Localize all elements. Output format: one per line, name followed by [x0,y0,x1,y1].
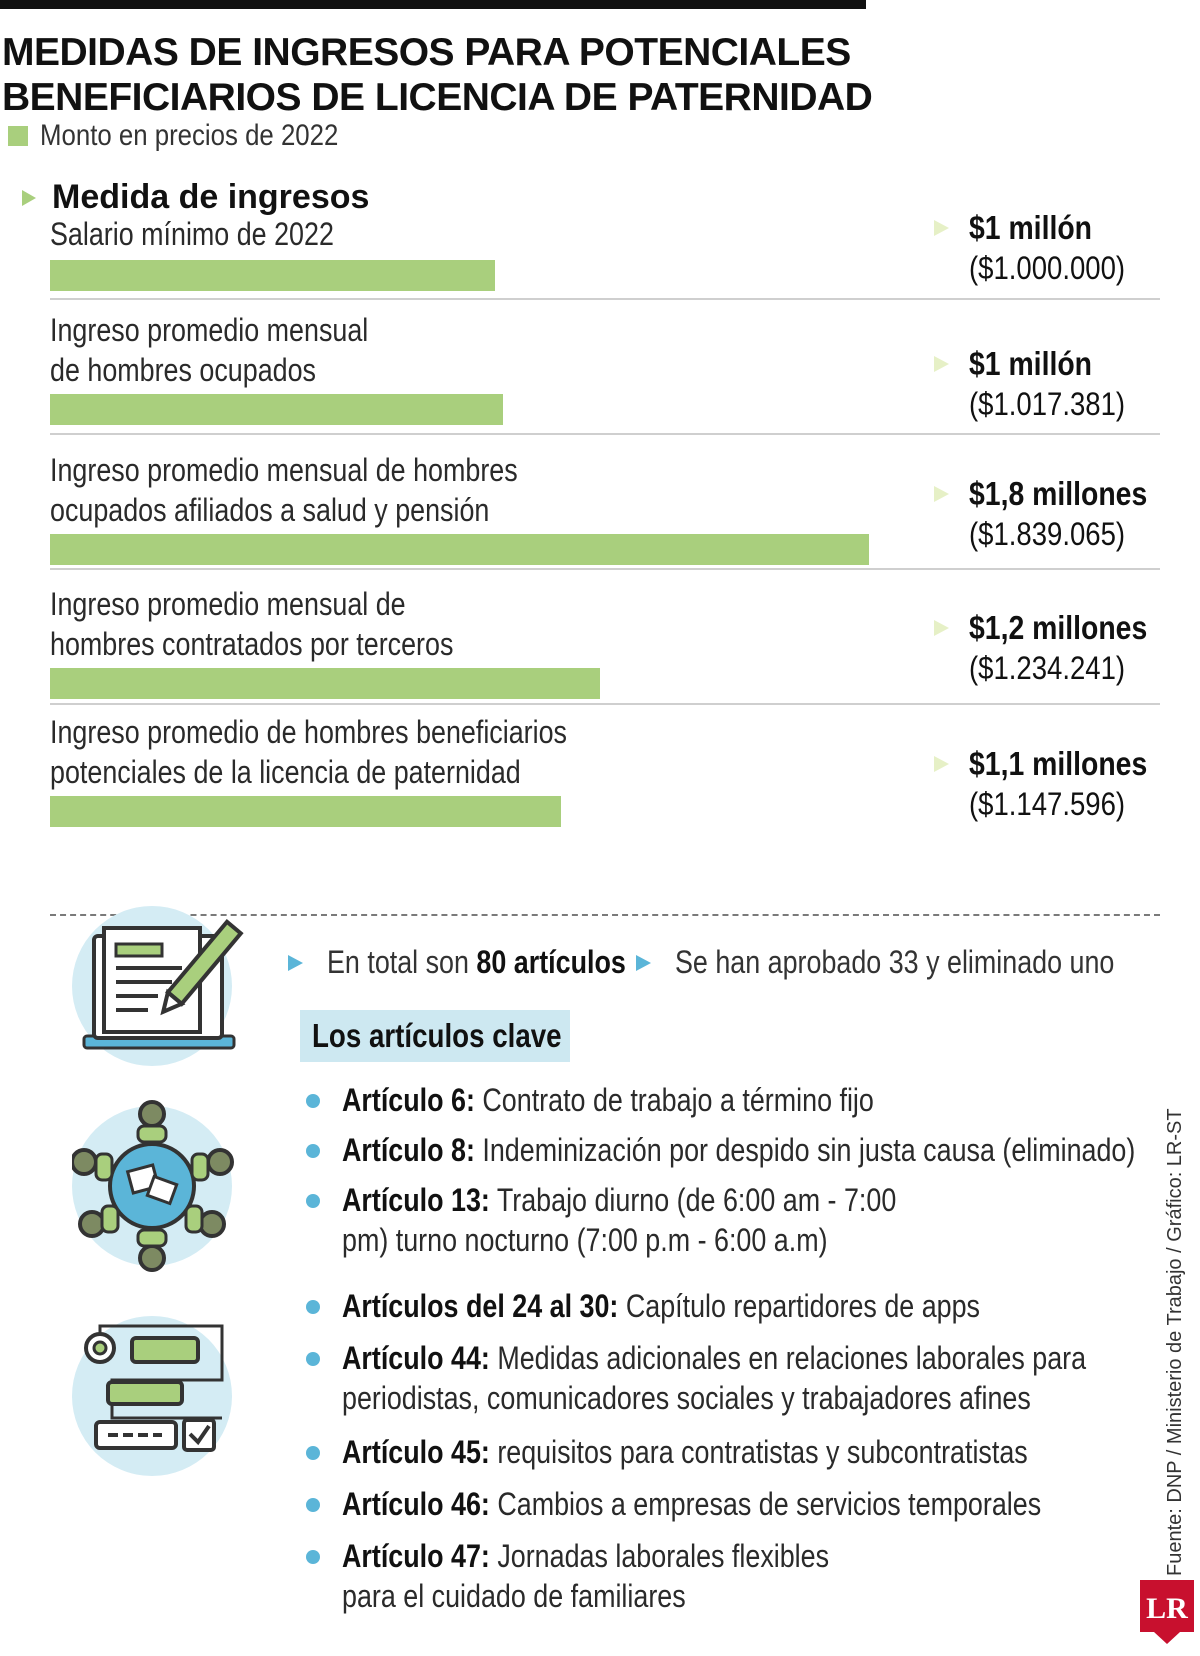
bullet-dot-icon [306,1194,320,1208]
bar-category-label: Ingreso promedio mensual de hombres contr… [50,584,672,664]
key-articles-heading: Los artículos clave [300,1010,570,1062]
bullet-dot-icon [306,1094,320,1108]
article-description: Indeminización por despido sin justa cau… [482,1132,1136,1168]
fact-total-articles: En total son 80 artículos [288,944,683,981]
triangle-bullet-icon [288,954,303,971]
article-description: Capítulo repartidores de apps [625,1288,980,1324]
article-number: Artículos del 24 al 30: [342,1288,619,1324]
legend: Monto en precios de 2022 [8,118,387,154]
triangle-bullet-icon [934,620,949,636]
page-title: MEDIDAS DE INGRESOS PARA POTENCIALES BEN… [2,30,882,120]
row-separator [50,568,1160,570]
source-credit: Fuente: DNP / Ministerio de Trabajo / Gr… [1164,1108,1186,1576]
contract-document-icon [72,906,244,1078]
bar-category-label-line: Ingreso promedio mensual [50,312,369,348]
article-number: Artículo 47: [342,1538,490,1574]
bar-category-label-line: Salario mínimo de 2022 [50,216,334,252]
bar-category-label: Ingreso promedio mensual de hombres ocupa… [50,450,672,530]
bar-category-label-line: potenciales de la licencia de paternidad [50,754,521,790]
bar [50,394,503,425]
title-line-1: MEDIDAS DE INGRESOS PARA POTENCIALES [2,31,851,74]
bar [50,534,869,565]
legend-label: Monto en precios de 2022 [40,119,339,152]
triangle-bullet-icon [934,486,949,502]
article-number: Artículo 13: [342,1182,490,1218]
article-number: Artículo 6: [342,1082,475,1118]
bar-category-label: Ingreso promedio mensual de hombres ocupa… [50,310,672,390]
bar [50,260,495,291]
article-number: Artículo 8: [342,1132,475,1168]
bar [50,668,600,699]
article-description: Contrato de trabajo a término fijo [482,1082,874,1118]
bullet-dot-icon [306,1498,320,1512]
article-description: Medidas adicionales en relaciones labora… [497,1340,1087,1376]
bar-value-rounded: $1 millón [969,209,1093,246]
fact-text: En total son [327,944,477,980]
article-description: pm) turno nocturno (7:00 p.m - 6:00 a.m) [342,1222,828,1258]
fact-approved-articles: Se han aprobado 33 y eliminado uno [636,944,1198,981]
section-heading-label: Medida de ingresos [52,178,370,216]
article-description: Trabajo diurno (de 6:00 am - 7:00 [496,1182,897,1218]
bar-value-exact: ($1.017.381) [969,386,1126,422]
article-description: para el cuidado de familiares [342,1578,686,1614]
bar-category-label-line: Ingreso promedio mensual de [50,586,406,622]
section-heading: Medida de ingresos [22,178,369,217]
article-number: Artículo 46: [342,1486,490,1522]
income-bar-chart: Salario mínimo de 2022 $1 millón ($1.000.0… [50,209,1160,827]
bullet-dot-icon [306,1550,320,1564]
row-separator [50,298,1160,300]
bar-value-rounded: $1 millón [969,345,1093,382]
key-articles-label: Los artículos clave [312,1017,562,1054]
triangle-bullet-icon [934,220,949,236]
bar-value-exact: ($1.000.000) [969,250,1126,286]
fact-text: Se han aprobado 33 y eliminado uno [675,944,1115,980]
bar-category-label: Salario mínimo de 2022 [50,214,672,254]
workflow-process-icon [72,1310,244,1482]
triangle-bullet-icon [934,356,949,372]
team-meeting-icon [70,1100,244,1272]
bar-category-label: Ingreso promedio de hombres beneficiario… [50,712,672,792]
top-rule [0,0,866,9]
bar [50,796,561,827]
bar-category-label-line: de hombres ocupados [50,352,316,388]
article-description: requisitos para contratistas y subcontra… [497,1434,1028,1470]
article-description: Jornadas laborales flexibles [497,1538,830,1574]
title-line-2: BENEFICIARIOS DE LICENCIA DE PATERNIDAD [2,76,873,119]
article-number: Artículo 45: [342,1434,490,1470]
bar-value-rounded: $1,2 millones [969,609,1148,646]
legend-swatch [8,126,28,146]
bar-category-label-line: hombres contratados por terceros [50,626,454,662]
triangle-bullet-icon [636,954,651,971]
bar-value-rounded: $1,1 millones [969,745,1148,782]
lr-logo-text: LR [1146,1592,1188,1625]
bar-value-rounded: $1,8 millones [969,475,1148,512]
article-description: periodistas, comunicadores sociales y tr… [342,1380,1031,1416]
triangle-bullet-icon [934,756,949,772]
row-separator [50,703,1160,705]
bar-category-label-line: Ingreso promedio mensual de hombres [50,452,518,488]
lr-logo: LR [1140,1580,1194,1644]
bullet-dot-icon [306,1300,320,1314]
article-description: Cambios a empresas de servicios temporal… [497,1486,1042,1522]
bullet-dot-icon [306,1144,320,1158]
bullet-dot-icon [306,1352,320,1366]
fact-bold: 80 artículos [476,944,626,980]
bar-value-exact: ($1.147.596) [969,786,1126,822]
bar-value-exact: ($1.839.065) [969,516,1126,552]
bar-value-exact: ($1.234.241) [969,650,1126,686]
bar-category-label-line: ocupados afiliados a salud y pensión [50,492,490,528]
triangle-bullet-icon [22,189,36,206]
bar-category-label-line: Ingreso promedio de hombres beneficiario… [50,714,567,750]
dashed-divider [50,914,1160,916]
bullet-dot-icon [306,1446,320,1460]
row-separator [50,433,1160,435]
article-number: Artículo 44: [342,1340,490,1376]
